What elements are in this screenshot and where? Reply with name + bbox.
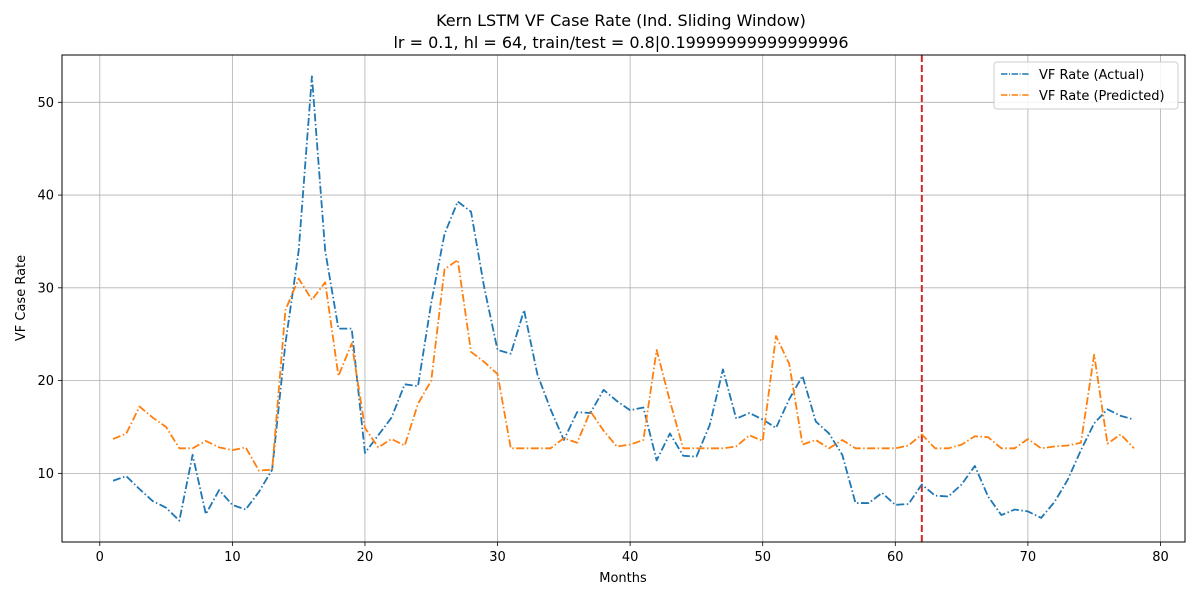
series-line-actual: [112, 75, 1135, 522]
x-tick-label: 10: [224, 550, 241, 565]
series-lines: [112, 75, 1135, 522]
x-tick-label: 60: [887, 550, 904, 565]
legend-label-predicted: VF Rate (Predicted): [1039, 89, 1165, 104]
x-tick-label: 20: [357, 550, 374, 565]
y-axis-label: VF Case Rate: [14, 255, 29, 341]
x-tick-label: 40: [622, 550, 639, 565]
legend: VF Rate (Actual) VF Rate (Predicted): [993, 61, 1179, 110]
y-tick-label: 30: [37, 281, 54, 296]
y-tick-label: 40: [37, 189, 54, 204]
axis-ticks: 0 10 20 30 40 50 60 70 80 10 20 30 40 50: [37, 96, 1168, 565]
plot-area-frame: [61, 54, 1186, 543]
x-tick-label: 50: [754, 550, 771, 565]
x-tick-label: 70: [1020, 550, 1037, 565]
chart-title: Kern LSTM VF Case Rate (Ind. Sliding Win…: [436, 11, 806, 30]
y-tick-label: 10: [37, 467, 54, 482]
legend-label-actual: VF Rate (Actual): [1039, 68, 1144, 83]
y-tick-label: 50: [37, 96, 54, 111]
chart-subtitle: lr = 0.1, hl = 64, train/test = 0.8|0.19…: [393, 33, 848, 52]
x-tick-label: 0: [96, 550, 104, 565]
grid-lines: [62, 55, 1185, 542]
x-tick-label: 30: [489, 550, 506, 565]
series-line-predicted: [112, 259, 1135, 472]
x-tick-label: 80: [1152, 550, 1169, 565]
x-axis-label: Months: [599, 571, 647, 586]
y-tick-label: 20: [37, 374, 54, 389]
legend-frame: [993, 61, 1179, 110]
